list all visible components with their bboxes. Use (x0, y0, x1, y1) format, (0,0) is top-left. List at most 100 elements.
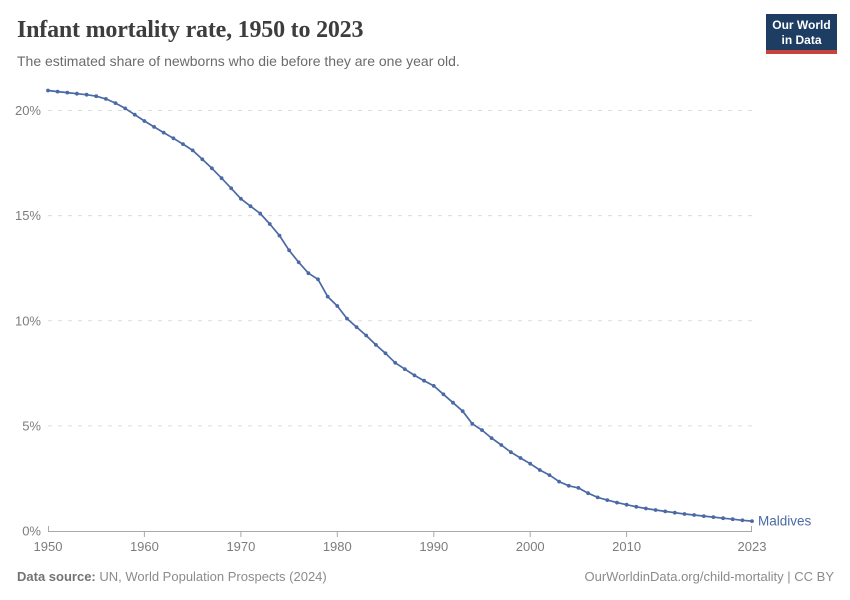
data-point-2003[interactable] (557, 479, 561, 484)
x-axis-tick-label: 1980 (323, 539, 352, 554)
data-point-2012[interactable] (644, 506, 648, 511)
owid-logo-line1: Our World (772, 18, 831, 32)
series-label-maldives[interactable]: Maldives (758, 514, 812, 529)
data-source-label: Data source: (17, 569, 96, 584)
data-point-1996[interactable] (489, 436, 494, 440)
data-point-1976[interactable] (296, 260, 301, 265)
data-point-1993[interactable] (460, 409, 465, 414)
data-point-1950[interactable] (46, 88, 50, 93)
data-point-2019[interactable] (711, 515, 716, 519)
data-point-2010[interactable] (624, 502, 629, 507)
data-point-1983[interactable] (364, 333, 369, 338)
data-point-1981[interactable] (345, 316, 349, 321)
data-point-1970[interactable] (239, 196, 243, 201)
maldives-trend-line[interactable] (47, 89, 753, 522)
data-point-1984[interactable] (374, 343, 378, 347)
data-point-2008[interactable] (605, 498, 610, 502)
data-source-note: Data source: UN, World Population Prospe… (17, 569, 327, 584)
data-point-2011[interactable] (634, 504, 639, 509)
x-axis-tick-label: 1990 (419, 539, 448, 554)
data-point-1952[interactable] (65, 90, 70, 95)
data-point-2021[interactable] (730, 517, 735, 522)
y-axis-tick-label: 15% (15, 208, 41, 223)
data-point-1990[interactable] (431, 384, 436, 388)
x-axis-tick-label: 1960 (130, 539, 159, 554)
data-point-1973[interactable] (267, 222, 272, 226)
x-axis-tick-label: 1970 (226, 539, 255, 554)
y-axis-tick-label: 0% (22, 524, 41, 539)
y-axis-tick-label: 5% (22, 418, 41, 433)
data-point-1998[interactable] (509, 450, 513, 455)
data-point-1951[interactable] (55, 89, 60, 94)
x-axis-tick-label: 2000 (516, 539, 545, 554)
data-point-1980[interactable] (335, 304, 340, 308)
data-point-1957[interactable] (113, 101, 118, 105)
data-point-2016[interactable] (682, 512, 687, 516)
data-point-1985[interactable] (383, 351, 388, 356)
data-point-1972[interactable] (258, 211, 263, 216)
data-point-1992[interactable] (451, 400, 455, 405)
data-point-2023[interactable] (750, 519, 754, 523)
data-point-1987[interactable] (402, 367, 407, 371)
data-point-2000[interactable] (528, 461, 533, 466)
data-point-2022[interactable] (740, 518, 745, 523)
data-point-1960[interactable] (142, 119, 147, 123)
data-point-1995[interactable] (480, 428, 484, 432)
data-point-1988[interactable] (412, 373, 417, 378)
data-point-2015[interactable] (672, 510, 677, 515)
data-point-1989[interactable] (422, 378, 426, 383)
data-point-2002[interactable] (547, 473, 552, 477)
data-point-2006[interactable] (586, 491, 590, 496)
data-point-1986[interactable] (393, 360, 398, 365)
data-point-2007[interactable] (595, 495, 600, 500)
data-point-1991[interactable] (441, 392, 446, 397)
data-source-text: UN, World Population Prospects (2024) (95, 569, 327, 584)
data-point-1959[interactable] (132, 112, 137, 117)
page-title: Infant mortality rate, 1950 to 2023 (17, 17, 364, 43)
data-point-1965[interactable] (190, 148, 195, 153)
data-point-1963[interactable] (171, 136, 176, 141)
data-point-2001[interactable] (537, 468, 542, 472)
owid-logo-line2: in Data (781, 32, 822, 47)
data-point-1994[interactable] (470, 421, 475, 426)
x-axis-tick-label: 2010 (612, 539, 641, 554)
data-point-1974[interactable] (277, 233, 282, 238)
data-point-2017[interactable] (692, 513, 696, 517)
maldives-data-points[interactable] (46, 88, 754, 523)
data-point-1979[interactable] (325, 294, 330, 299)
page-subtitle: The estimated share of newborns who die … (17, 53, 460, 69)
data-point-1975[interactable] (287, 248, 291, 253)
data-point-2014[interactable] (663, 509, 668, 514)
data-point-1971[interactable] (248, 204, 253, 209)
data-point-1961[interactable] (152, 125, 157, 129)
data-point-1977[interactable] (306, 271, 311, 276)
data-point-1955[interactable] (94, 94, 99, 99)
data-point-1997[interactable] (499, 443, 504, 447)
data-point-1962[interactable] (161, 130, 166, 135)
data-point-1956[interactable] (104, 97, 108, 101)
data-point-2009[interactable] (615, 500, 619, 505)
data-point-1982[interactable] (354, 325, 359, 329)
data-point-1953[interactable] (75, 91, 79, 96)
owid-logo[interactable]: Our World in Data (766, 14, 837, 54)
data-point-1967[interactable] (210, 166, 214, 171)
data-point-2013[interactable] (653, 508, 658, 512)
data-point-1969[interactable] (229, 186, 234, 191)
data-point-1954[interactable] (84, 92, 89, 97)
data-point-2005[interactable] (576, 486, 581, 490)
credit-link[interactable]: OurWorldinData.org/child-mortality | CC … (584, 569, 835, 584)
data-point-1958[interactable] (123, 106, 128, 111)
x-axis-tick-label: 1950 (34, 539, 63, 554)
data-point-1978[interactable] (316, 277, 320, 282)
y-axis-tick-label: 10% (15, 313, 41, 328)
data-point-1968[interactable] (219, 176, 224, 181)
data-point-2004[interactable] (566, 483, 571, 488)
data-point-1966[interactable] (200, 157, 205, 162)
y-axis-tick-label: 20% (15, 103, 41, 118)
data-point-2020[interactable] (721, 516, 725, 521)
data-point-1964[interactable] (181, 142, 185, 147)
data-point-1999[interactable] (518, 456, 523, 460)
data-point-2018[interactable] (701, 514, 706, 518)
